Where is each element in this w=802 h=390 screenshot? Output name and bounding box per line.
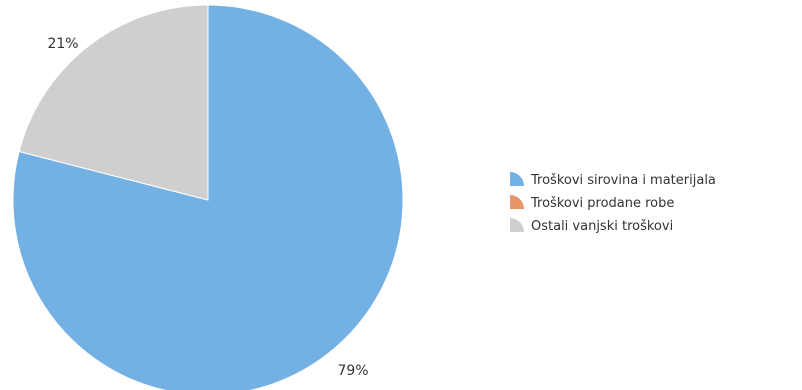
pie-slice-ostali-vanjski-tro-kovi[interactable] xyxy=(18,4,209,201)
legend-item-label[interactable]: Troškovi prodane robe xyxy=(530,196,674,211)
data-label: 21% xyxy=(47,36,78,52)
legend-swatch xyxy=(510,195,524,209)
legend-swatch xyxy=(510,218,524,232)
legend-item-label[interactable]: Ostali vanjski troškovi xyxy=(531,219,673,234)
data-label: 79% xyxy=(337,363,368,379)
pie-slice-tro-kovi-sirovina-i-materijala[interactable] xyxy=(12,4,404,390)
legend: Troškovi sirovina i materijala Troškovi p… xyxy=(510,172,716,234)
pie-slices xyxy=(12,4,404,390)
data-labels: 79% 21% xyxy=(47,36,368,379)
legend-swatch xyxy=(510,172,524,186)
legend-item-label[interactable]: Troškovi sirovina i materijala xyxy=(530,173,716,188)
